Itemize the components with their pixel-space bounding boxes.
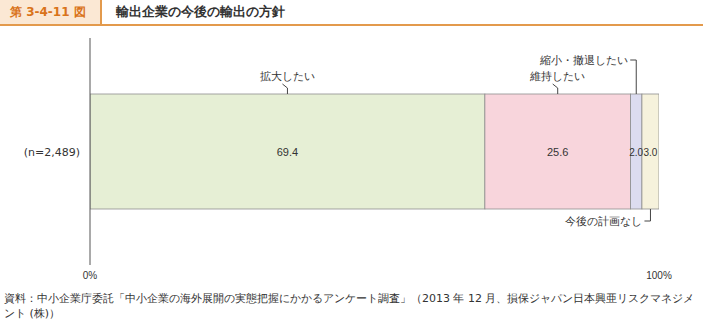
bars [90, 94, 659, 209]
bar-segment [90, 94, 485, 209]
callout-line [282, 84, 287, 94]
source: 資料：中小企業庁委託「中小企業の海外展開の実態把握にかかるアンケート調査」（20… [4, 291, 700, 321]
callout-line [630, 60, 636, 94]
data-label: 69.4 [277, 146, 298, 158]
header: 第 3-4-11 図 輸出企業の今後の輸出の方針 [0, 0, 703, 26]
bar-segment [642, 94, 659, 209]
series-callout: 縮小・撤退したい [539, 54, 628, 67]
data-label: 2.0 [629, 147, 643, 158]
tick-label: 100% [646, 270, 672, 281]
bar-segment [485, 94, 631, 209]
callout-line [644, 209, 650, 221]
callout-line [553, 84, 558, 94]
tick-label: 0% [83, 270, 98, 281]
title: 輸出企業の今後の輸出の方針 [102, 3, 285, 21]
figure-number: 第 3-4-11 図 [0, 0, 102, 24]
data-label: 3.0 [644, 147, 658, 158]
data-label: 25.6 [547, 146, 568, 158]
series-callout: 維持したい [529, 70, 585, 83]
series-callout: 今後の計画なし [565, 215, 642, 228]
category-label: (n=2,489) [24, 146, 80, 159]
series-callout: 拡大したい [260, 70, 315, 83]
y-axis-line [90, 38, 91, 265]
chart: (n=2,489) 0% 100% 69.4 25.6 2.03.0 拡大したい 維持したい 縮… [0, 0, 703, 327]
